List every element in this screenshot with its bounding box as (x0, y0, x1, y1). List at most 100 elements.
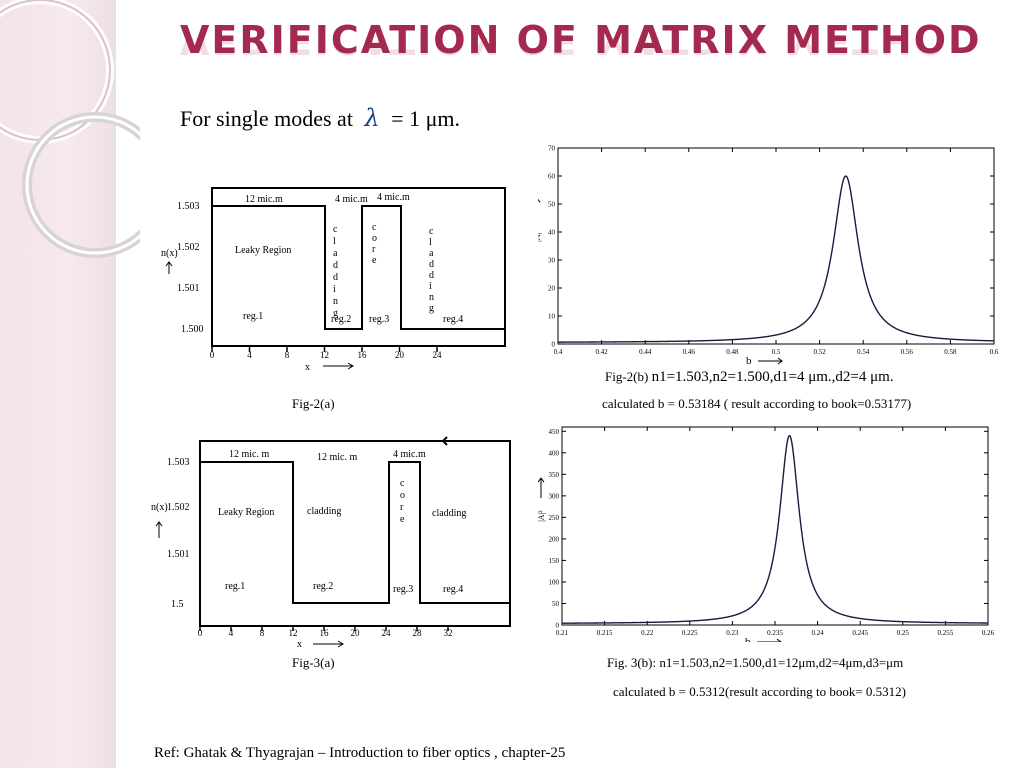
fig2a-x-axis-label: x (305, 362, 310, 373)
x-tick-label: 0.46 (683, 348, 696, 356)
x-tick-label: 0 (210, 350, 215, 360)
x-tick-label: 12 (289, 628, 298, 638)
x-tick-label: 8 (260, 628, 265, 638)
y-tick-label: 50 (548, 201, 556, 209)
vertical-letter: e (400, 514, 405, 525)
y-tick-label: 250 (549, 514, 560, 522)
chart-plot-frame (557, 147, 995, 345)
vertical-letter: i (333, 284, 336, 295)
y-axis-arrow-head (538, 477, 545, 483)
vertical-letter: g (429, 303, 434, 314)
vertical-letter: d (429, 270, 434, 281)
subtitle-text: For single modes at (180, 106, 353, 131)
x-tick-label: 0.24 (811, 629, 824, 637)
x-tick-label: 0.48 (726, 348, 739, 356)
x-tick-label: 20 (395, 350, 405, 360)
fig3a-leaky-label: Leaky Region (218, 507, 274, 518)
vertical-letter: d (333, 260, 338, 271)
fig2a-region-4: reg.4 (443, 314, 463, 325)
x-tick-label: 0.56 (901, 348, 914, 356)
y-tick-label: 30 (548, 257, 556, 265)
x-tick-label: 4 (229, 628, 234, 638)
vertical-letter: d (429, 259, 434, 270)
y-tick-label: 400 (549, 449, 560, 457)
y-tick-label: 50 (552, 600, 560, 608)
x-axis-label: b (746, 355, 752, 365)
fig3a-ytick: 1.5 (171, 599, 184, 610)
x-tick-label: 0.42 (595, 348, 608, 356)
fig2a-region-1: reg.1 (243, 311, 263, 322)
fig3a-region-2: reg.2 (313, 581, 333, 592)
x-tick-label: 0.52 (813, 348, 826, 356)
vertical-letter: o (372, 233, 377, 244)
y-tick-label: 450 (549, 428, 560, 436)
y-tick-label: 70 (548, 145, 556, 153)
fig3a-profile: 12 mic. m 12 mic. m 4 mic.m 1.503 1.502 … (145, 436, 520, 650)
vertical-letter: a (429, 248, 434, 259)
y-tick-label: 60 (548, 173, 556, 181)
y-tick-label: 20 (548, 285, 556, 293)
lambda-symbol: λ (364, 104, 380, 132)
fig2b-caption-line2: calculated b = 0.53184 ( result accordin… (602, 396, 912, 411)
y-tick-label: 350 (549, 471, 560, 479)
y-axis-label: |A|² (538, 230, 542, 242)
fig3a-ytick: 1.503 (167, 457, 190, 468)
vertical-letter: n (333, 296, 338, 307)
fig3a-y-axis-label: n(x) (151, 502, 168, 513)
x-tick-label: 0.44 (639, 348, 652, 356)
y-tick-label: 10 (548, 313, 556, 321)
x-tick-label: 0.6 (990, 348, 999, 356)
vertical-letter: r (400, 502, 404, 513)
fig3b-caption-line2: calculated b = 0.5312(result according t… (613, 684, 907, 699)
y-axis-label: |A|² (538, 510, 546, 522)
x-tick-label: 16 (358, 350, 368, 360)
subtitle: For single modes at λ = 1 μm. (180, 104, 460, 132)
fig3a-x-axis-label: x (297, 639, 302, 650)
fig2a-top-label-3: 4 mic.m (377, 192, 410, 203)
y-tick-label: 40 (548, 229, 556, 237)
x-tick-label: 0.235 (767, 629, 783, 637)
sidebar-edge (112, 0, 116, 768)
vertical-letter: d (333, 272, 338, 283)
x-tick-label: 0.54 (857, 348, 870, 356)
x-tick-label: 0.21 (556, 629, 569, 637)
x-tick-label: 0.58 (944, 348, 957, 356)
fig3a-ytick: 1.502 (167, 502, 190, 513)
fig3a-top-label-2: 12 mic. m (317, 452, 357, 463)
fig3a-top-label-1: 12 mic. m (229, 449, 269, 460)
vertical-letter: r (372, 244, 376, 255)
fig2a-ytick: 1.503 (177, 201, 200, 212)
x-tick-label: 0.26 (982, 629, 995, 637)
fig3a-top-label-3: 4 mic.m (393, 449, 426, 460)
x-tick-label: 0.5 (772, 348, 781, 356)
x-tick-label: 0.22 (641, 629, 654, 637)
vertical-letter: o (400, 490, 405, 501)
x-axis-arrow-head (776, 638, 782, 642)
x-axis-arrow-head (777, 357, 783, 365)
x-tick-label: 0.23 (726, 629, 739, 637)
fig3a-cladding-label-2: cladding (432, 508, 466, 519)
x-tick-label: 12 (320, 350, 329, 360)
fig3a-frame (199, 440, 511, 627)
vertical-letter: n (429, 292, 434, 303)
y-tick-label: 0 (552, 341, 556, 349)
x-tick-label: 4 (247, 350, 252, 360)
vertical-letter: c (372, 222, 377, 233)
slide-title-reflection: VERIFICATION OF MATRIX METHOD (180, 38, 940, 62)
vertical-letter: a (333, 248, 338, 259)
fig2a-ytick: 1.502 (177, 242, 200, 253)
x-tick-label: 0.4 (554, 348, 563, 356)
chart-series-line (558, 175, 995, 343)
x-axis-label: b (745, 636, 751, 642)
y-tick-label: 300 (549, 492, 560, 500)
fig2a-profile: 12 mic.m 4 mic.m 4 mic.m 1.503 1.502 1.5… (155, 178, 515, 378)
x-tick-label: 8 (285, 350, 290, 360)
fig2a-ytick: 1.500 (181, 324, 204, 335)
fig3b-chart: 0.21 0.215 0.22 0.225 0.23 0.235 0.24 0.245 0.25… (538, 420, 1000, 642)
fig2a-region-2: reg.2 (331, 314, 351, 325)
y-tick-label: 200 (549, 535, 560, 543)
vertical-letter: e (372, 255, 377, 266)
vertical-letter: l (429, 237, 432, 248)
fig2a-ytick: 1.501 (177, 283, 200, 294)
fig2b-caption: Fig-2(b) n1=1.503,n2=1.500,d1=4 μm.,d2=4… (605, 369, 894, 386)
